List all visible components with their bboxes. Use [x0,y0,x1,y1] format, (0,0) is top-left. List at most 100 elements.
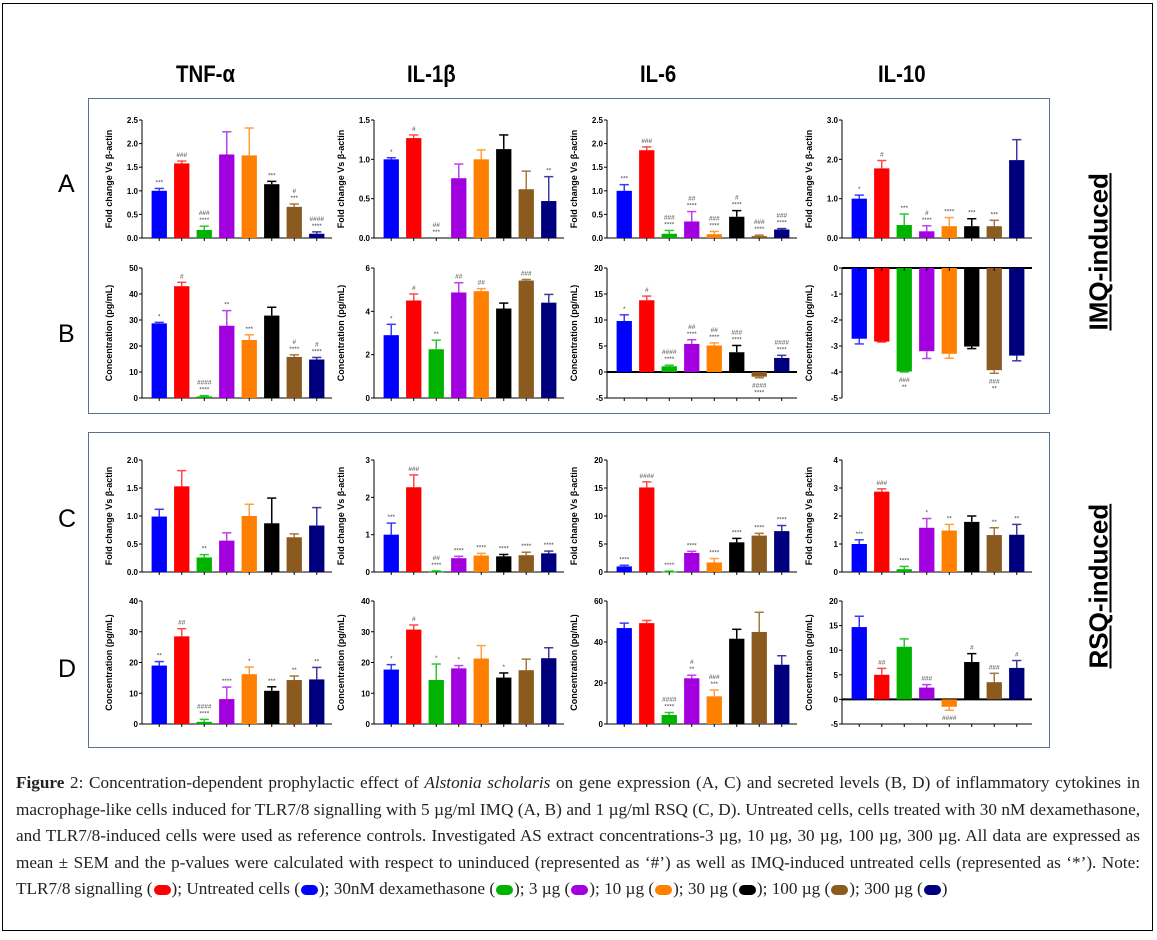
significance-label: **** [777,517,788,524]
y-tick-label: 40 [361,597,370,606]
bar-untreated [383,669,399,724]
significance-label: ### [989,378,1000,385]
legend-swatch-icon [738,885,756,896]
bar-30g [496,308,512,398]
y-tick-label: -3 [831,342,839,351]
bar-dexa [896,268,912,372]
significance-label: **** [777,346,788,353]
significance-label: **** [687,203,698,210]
significance-label: **** [732,529,743,536]
significance-label: **** [664,562,675,569]
bar-10g [941,226,957,238]
bar-dexa [196,229,212,238]
bar-100g [986,226,1002,238]
bar-100g [518,280,534,398]
bar-30g [496,677,512,724]
bar-chart-C-IL1b: Fold change Vs β-actin0123***###****##**… [336,456,564,577]
significance-label: **** [664,356,675,363]
significance-label: ### [521,270,532,277]
bar-chart-A-IL1b: Fold change Vs β-actin 0.0 0.5 1.0 1.5 * # ***#… [336,116,564,243]
y-tick-label: 1.0 [127,512,139,521]
bar-dexa [661,366,677,372]
y-tick-label: 3 [366,456,371,465]
bar-10g [941,530,957,572]
significance-label: ** [292,667,298,674]
significance-label: * [390,656,393,663]
caption-legend-label: 30nM dexamethasone ( [333,879,496,898]
bar-tlr7/8 [639,300,655,372]
y-tick-label: 0.5 [592,210,604,219]
significance-label: ** [202,546,208,553]
significance-label: **** [754,524,765,531]
y-tick-label: 30 [129,316,138,325]
y-tick-label: 20 [594,264,603,273]
bar-chart-B-IL10: Concentration (pg/mL)-5-4-3-2-10###**###… [804,264,1032,403]
significance-label: ### [989,664,1000,671]
significance-label: **** [664,221,675,228]
significance-label: # [880,152,884,159]
bar-chart-A-IL6: Fold change Vs β-actin 0.0 0.5 1.0 1.5 2.0 2.5… [569,116,797,243]
y-tick-label: 1.5 [359,116,371,125]
significance-label: **** [544,542,555,549]
bar-dexa [896,646,912,700]
bar-3g [219,325,235,398]
y-tick-label: -5 [831,394,839,403]
significance-label: * [390,315,393,322]
rsq-panel-box [88,432,1050,748]
bar-100g [751,372,767,377]
significance-label: **** [777,220,788,227]
bar-dexa [661,571,677,573]
y-tick-label: 0 [834,568,839,577]
bar-untreated [616,321,632,372]
bar-10g [706,562,722,572]
bar-300g [309,525,325,572]
figure-caption: Figure 2: Concentration-dependent prophy… [16,770,1140,903]
bar-300g [1009,534,1025,572]
y-tick-label: 0.0 [127,568,139,577]
bar-dexa [428,680,444,724]
significance-label: **** [199,710,210,717]
y-tick-label: 0 [599,720,604,729]
bar-30g [964,268,980,347]
significance-label: **** [619,556,630,563]
bar-10g [473,291,489,398]
y-axis-label: Fold change Vs β-actin [104,130,114,229]
significance-label: *** [432,229,440,236]
caption-number: 2: [64,773,84,792]
y-tick-label: 30 [129,628,138,637]
y-tick-label: 5 [599,342,604,351]
bar-100g [286,356,302,398]
bar-30g [964,662,980,700]
caption-legend-sep: ); [514,879,529,898]
bar-100g [286,680,302,724]
caption-legend-sep: ); [756,879,772,898]
significance-label: *** [290,195,298,202]
bar-tlr7/8 [174,636,190,724]
bar-tlr7/8 [874,674,890,700]
y-tick-label: 0 [366,394,371,403]
significance-label: **** [289,346,300,353]
y-axis-label: Fold change Vs β-actin [804,467,814,566]
significance-label: * [248,658,251,665]
significance-label: # [1015,652,1019,659]
bar-30g [264,315,280,398]
significance-label: # [690,659,694,666]
bar-tlr7/8 [639,623,655,724]
significance-label: **** [922,217,933,224]
bar-3g [684,678,700,724]
significance-label: ### [899,377,910,384]
y-tick-label: 40 [594,638,603,647]
caption-legend-label: 30 µg ( [687,879,738,898]
y-tick-label: 1.0 [592,187,604,196]
significance-label: # [645,287,649,294]
y-tick-label: 0 [366,568,371,577]
y-tick-label: -1 [831,290,839,299]
y-tick-label: 40 [129,290,138,299]
y-tick-label: 2.5 [592,116,604,125]
bar-3g [219,540,235,572]
caption-legend-sep: ) [941,879,948,898]
bar-300g [1009,160,1025,238]
bar-untreated [851,198,867,238]
y-tick-label: 5 [834,671,839,680]
y-tick-label: 10 [129,368,138,377]
